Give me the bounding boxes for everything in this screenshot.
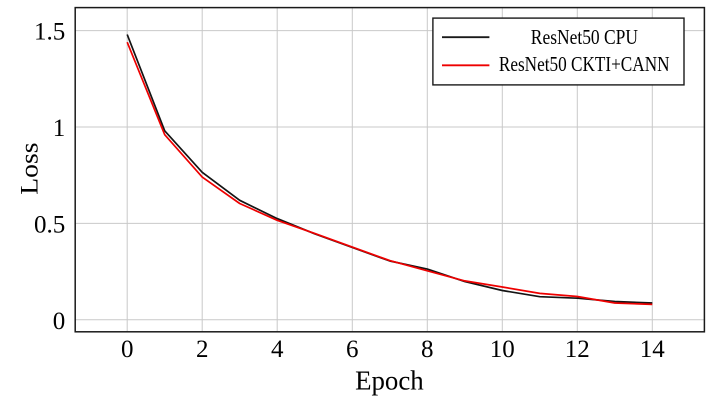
svg-text:8: 8 — [421, 336, 434, 363]
svg-text:0.5: 0.5 — [34, 212, 65, 239]
svg-text:Epoch: Epoch — [355, 366, 424, 396]
svg-text:Loss: Loss — [16, 143, 44, 195]
svg-text:12: 12 — [565, 336, 590, 363]
svg-text:2: 2 — [196, 336, 209, 363]
svg-text:14: 14 — [640, 336, 666, 363]
svg-text:ResNet50 CKTI+CANN: ResNet50 CKTI+CANN — [499, 52, 670, 76]
svg-text:0: 0 — [53, 308, 66, 335]
svg-text:1.5: 1.5 — [34, 19, 65, 46]
svg-text:10: 10 — [490, 336, 515, 363]
svg-text:4: 4 — [271, 336, 284, 363]
svg-text:ResNet50 CPU: ResNet50 CPU — [531, 25, 638, 49]
svg-text:0: 0 — [121, 336, 134, 363]
svg-text:6: 6 — [346, 336, 359, 363]
svg-text:1: 1 — [53, 115, 66, 142]
